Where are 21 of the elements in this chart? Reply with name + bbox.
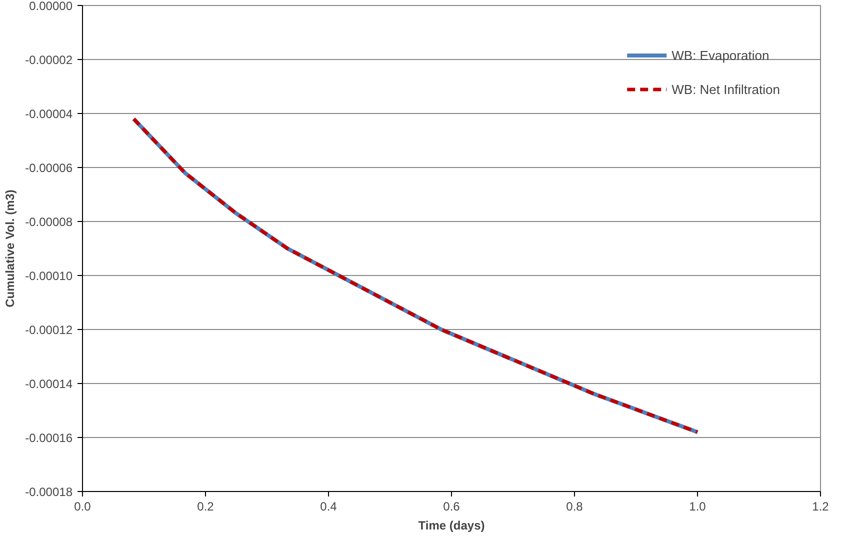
legend-label: WB: Net Infiltration (672, 82, 780, 96)
x-tick-label: 1.0 (689, 500, 706, 514)
x-tick-label: 0.0 (74, 500, 92, 514)
y-tick-label: -0.00014 (25, 377, 73, 391)
x-tick-label: 1.2 (812, 500, 830, 514)
x-tick-label: 0.6 (443, 500, 460, 514)
y-tick-label: -0.00010 (25, 269, 73, 283)
legend-label: WB: Evaporation (672, 48, 770, 62)
y-tick-label: -0.00018 (25, 485, 73, 499)
y-tick-label: -0.00002 (25, 53, 73, 67)
y-tick-label: -0.00004 (25, 107, 73, 121)
y-tick-label: -0.00008 (25, 215, 73, 229)
y-tick-label: -0.00016 (25, 431, 73, 445)
x-tick-label: 0.2 (197, 500, 214, 514)
y-tick-label: -0.00012 (25, 323, 73, 337)
x-tick-label: 0.4 (320, 500, 338, 514)
y-tick-label: -0.00006 (25, 161, 73, 175)
x-tick-label: 0.8 (566, 500, 584, 514)
y-tick-label: 0.00000 (29, 0, 73, 13)
y-axis-title: Cumulative Vol. (m3) (3, 190, 18, 308)
x-axis-title: Time (days) (418, 518, 485, 532)
